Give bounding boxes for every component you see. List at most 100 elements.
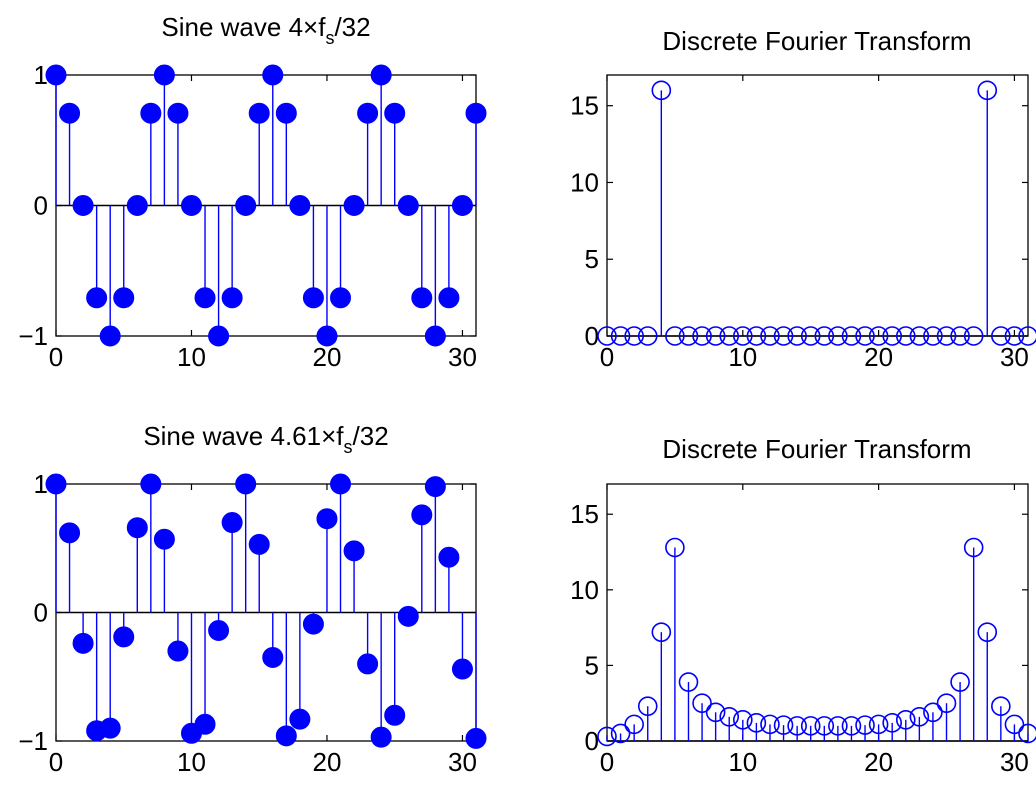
stem-marker bbox=[610, 723, 631, 744]
stem-marker bbox=[746, 713, 767, 733]
stem-marker bbox=[208, 619, 230, 641]
stem-marker bbox=[651, 622, 672, 642]
x-tick-label: 0 bbox=[49, 342, 63, 372]
stem-marker bbox=[651, 80, 672, 101]
stem-marker bbox=[909, 707, 930, 727]
stem-marker bbox=[424, 476, 446, 498]
stem-marker bbox=[773, 326, 794, 346]
stem-marker bbox=[909, 326, 930, 346]
stem-marker bbox=[1018, 723, 1036, 744]
stem-marker bbox=[370, 64, 392, 86]
stem-marker bbox=[760, 714, 780, 735]
stem-marker bbox=[1004, 714, 1025, 735]
stem-marker bbox=[262, 64, 284, 86]
stem-marker bbox=[397, 605, 419, 627]
x-tick-label: 0 bbox=[600, 342, 614, 372]
stem-marker bbox=[438, 546, 460, 568]
stem-marker bbox=[343, 540, 365, 562]
stem-marker bbox=[316, 325, 338, 347]
stem-marker bbox=[665, 537, 685, 558]
stem-marker bbox=[936, 326, 957, 346]
stem-marker bbox=[72, 195, 94, 216]
stem-marker bbox=[895, 326, 916, 346]
stem-marker bbox=[977, 622, 998, 642]
stem-marker bbox=[370, 726, 392, 748]
x-tick-label: 20 bbox=[313, 747, 342, 777]
stem-marker bbox=[841, 716, 862, 736]
stem-marker bbox=[248, 102, 270, 124]
stem-marker bbox=[438, 287, 460, 309]
stem-marker bbox=[787, 716, 807, 736]
stem-marker bbox=[828, 716, 848, 736]
stem-marker bbox=[208, 325, 230, 347]
stem-marker bbox=[882, 713, 902, 733]
stem-marker bbox=[895, 710, 916, 730]
stem-marker bbox=[235, 473, 257, 495]
y-tick-label: 5 bbox=[585, 650, 599, 680]
stem-marker bbox=[126, 517, 148, 539]
stem-marker bbox=[330, 287, 352, 309]
x-tick-label: 20 bbox=[313, 342, 342, 372]
stem-marker bbox=[705, 326, 726, 346]
axes-box bbox=[606, 74, 1029, 337]
stem-marker bbox=[787, 326, 807, 346]
y-tick-label: 10 bbox=[570, 167, 599, 197]
stem-marker bbox=[936, 693, 957, 714]
y-tick-label: 5 bbox=[585, 244, 599, 274]
stem-marker bbox=[814, 326, 835, 346]
stem-marker bbox=[59, 522, 81, 544]
stem-marker bbox=[424, 325, 446, 347]
stem-marker bbox=[923, 702, 943, 723]
stem-marker bbox=[624, 326, 644, 346]
stem-marker bbox=[343, 195, 365, 216]
stem-marker bbox=[733, 326, 753, 346]
stem-marker bbox=[624, 714, 644, 735]
stem-marker bbox=[597, 326, 617, 346]
stem-marker bbox=[153, 528, 175, 550]
stem-marker bbox=[99, 717, 121, 739]
stem-marker bbox=[289, 195, 311, 216]
stem-marker bbox=[262, 646, 284, 668]
stem-marker bbox=[950, 326, 970, 346]
stem-marker bbox=[610, 326, 631, 346]
y-tick-label: −1 bbox=[18, 321, 48, 351]
stem-marker bbox=[194, 287, 216, 309]
stem-marker bbox=[357, 653, 379, 675]
stem-marker bbox=[719, 326, 740, 346]
x-tick-label: 30 bbox=[448, 747, 477, 777]
stem-marker bbox=[248, 533, 270, 555]
chart-title: Sine wave 4.61×fs/32 bbox=[143, 421, 388, 457]
stem-marker bbox=[113, 626, 135, 648]
x-tick-label: 10 bbox=[728, 747, 757, 777]
stem-marker bbox=[126, 195, 148, 216]
stem-marker bbox=[773, 715, 794, 735]
stem-marker bbox=[868, 326, 889, 346]
stem-marker bbox=[855, 326, 875, 346]
y-tick-label: 1 bbox=[34, 469, 48, 499]
stem-marker bbox=[167, 102, 189, 124]
chart-title: Discrete Fourier Transform bbox=[662, 434, 971, 464]
stem-marker bbox=[868, 714, 889, 735]
stem-marker bbox=[678, 326, 699, 346]
stem-marker bbox=[746, 326, 767, 346]
stem-marker bbox=[597, 726, 617, 747]
x-tick-label: 30 bbox=[1000, 342, 1029, 372]
stem-marker bbox=[991, 326, 1011, 346]
y-tick-label: 10 bbox=[570, 575, 599, 605]
y-tick-label: 15 bbox=[570, 91, 599, 121]
stem-marker bbox=[411, 287, 433, 309]
stem-marker bbox=[977, 80, 998, 101]
stem-marker bbox=[800, 716, 821, 736]
stem-marker bbox=[153, 64, 175, 86]
stem-marker bbox=[800, 326, 821, 346]
y-tick-label: 15 bbox=[570, 499, 599, 529]
stem-marker bbox=[465, 102, 487, 124]
stem-marker bbox=[330, 473, 352, 495]
stem-marker bbox=[72, 632, 94, 654]
stem-marker bbox=[760, 326, 780, 346]
stem-marker bbox=[411, 504, 433, 526]
stem-marker bbox=[180, 195, 202, 216]
stem-marker bbox=[316, 508, 338, 530]
plot-dft-4: 0 10 20 30 0 5 10 15 Discrete Fourier Transform bbox=[570, 26, 1036, 372]
